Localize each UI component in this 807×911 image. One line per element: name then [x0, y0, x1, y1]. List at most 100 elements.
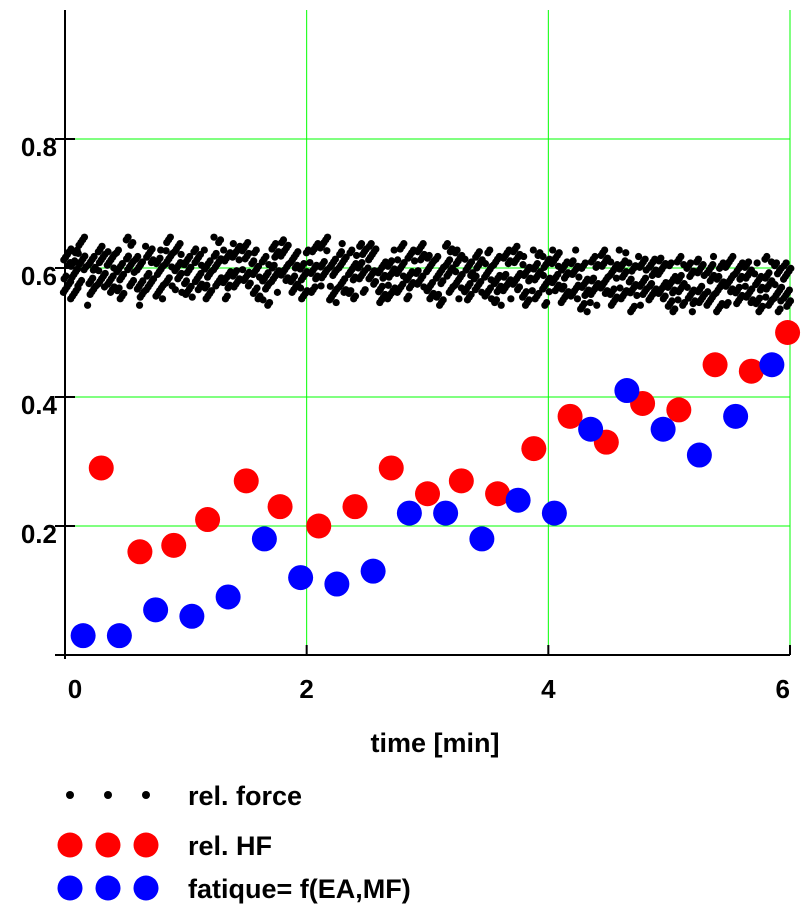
data-point: [324, 571, 350, 597]
force-point: [419, 240, 427, 248]
force-point: [497, 301, 505, 309]
force-point: [101, 269, 109, 278]
force-point: [593, 301, 601, 309]
legend-marker: [66, 791, 74, 799]
force-point: [560, 282, 568, 290]
force-point: [539, 252, 547, 261]
force-point: [220, 246, 228, 254]
force-point: [580, 300, 588, 308]
force-point: [572, 246, 580, 254]
force-point: [162, 247, 170, 255]
force-point: [270, 261, 278, 269]
force-point: [317, 282, 325, 290]
data-point: [378, 455, 404, 481]
x-axis-title: time [min]: [370, 728, 499, 758]
force-point: [320, 257, 328, 266]
data-point: [759, 352, 785, 378]
force-point: [156, 254, 164, 262]
force-point: [698, 282, 706, 290]
force-point: [434, 290, 443, 299]
force-point: [138, 258, 147, 266]
data-point: [233, 468, 259, 494]
force-point: [475, 248, 483, 256]
data-point: [614, 378, 640, 404]
force-point: [115, 284, 123, 292]
data-point: [686, 442, 712, 468]
force-point: [434, 252, 442, 261]
force-point: [641, 274, 650, 282]
force-point: [425, 251, 433, 260]
x-tick-label: 6: [776, 674, 790, 704]
force-point: [674, 296, 682, 304]
grid-lines: [65, 10, 791, 655]
force-point: [515, 283, 524, 291]
force-point: [371, 277, 380, 286]
force-point: [104, 248, 112, 256]
legend-label: fatique= f(EA,MF): [188, 874, 411, 904]
force-point: [625, 259, 633, 267]
y-tick-label: 0.8: [21, 132, 57, 162]
force-point: [583, 308, 591, 316]
force-point: [80, 233, 89, 241]
force-point: [124, 233, 132, 241]
force-point: [187, 263, 195, 271]
data-point: [143, 597, 169, 623]
force-point: [177, 250, 185, 259]
force-point: [83, 301, 92, 309]
x-tick-label: 2: [299, 674, 313, 704]
force-point: [272, 240, 280, 248]
legend-item: rel. HF: [57, 831, 272, 861]
data-point: [666, 397, 692, 423]
force-point: [715, 272, 723, 281]
force-point: [148, 245, 156, 253]
force-point: [765, 269, 773, 277]
force-point: [384, 281, 392, 289]
force-point: [192, 245, 200, 253]
force-point: [647, 280, 656, 288]
force-point: [388, 257, 396, 265]
data-point: [288, 565, 314, 591]
force-point: [729, 252, 737, 261]
force-point: [777, 283, 786, 291]
force-point: [776, 305, 784, 313]
force-point: [182, 277, 191, 285]
force-point: [400, 240, 408, 248]
force-point: [607, 258, 615, 266]
force-point: [253, 284, 261, 292]
force-point: [89, 274, 97, 282]
force-point: [467, 290, 475, 299]
data-point: [179, 603, 205, 629]
force-point: [589, 274, 598, 282]
series-1: [59, 233, 795, 316]
force-point: [246, 279, 254, 287]
force-point: [98, 242, 106, 250]
force-point: [337, 248, 346, 256]
force-point: [545, 288, 553, 296]
force-point: [452, 268, 460, 276]
force-point: [575, 273, 583, 281]
force-point: [763, 252, 771, 261]
force-point: [677, 271, 685, 280]
x-tick-label: 4: [541, 674, 556, 704]
force-point: [486, 246, 494, 254]
force-point: [290, 272, 299, 280]
legend-marker: [57, 875, 83, 901]
force-point: [439, 296, 447, 304]
data-marks: [59, 233, 801, 649]
force-point: [461, 255, 469, 263]
force-point: [332, 298, 340, 307]
series-3: [70, 352, 785, 649]
force-point: [610, 285, 618, 293]
axes: 0 2 4 6 0.2 0.4 0.6 0.8: [21, 10, 791, 704]
data-point: [415, 481, 440, 507]
force-point: [273, 288, 282, 296]
y-tick-label: 0.2: [21, 519, 57, 549]
data-point: [342, 494, 368, 520]
force-point: [171, 286, 179, 294]
force-point: [758, 302, 767, 310]
series-2: [88, 320, 801, 565]
force-point: [378, 282, 386, 290]
force-point: [351, 292, 360, 300]
force-point: [661, 292, 669, 300]
data-point: [723, 403, 749, 429]
